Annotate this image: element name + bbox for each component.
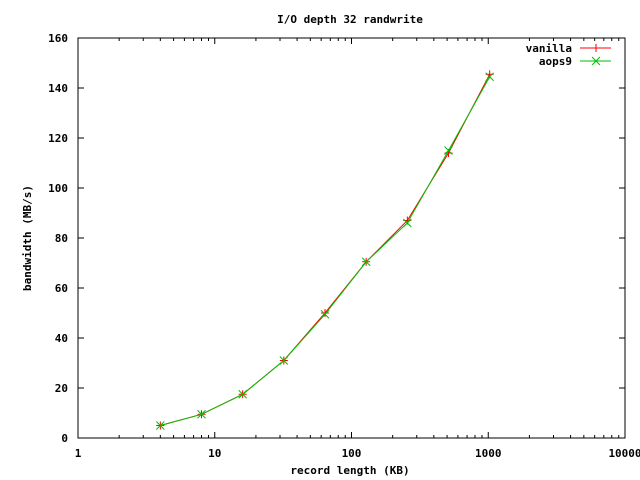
x-tick-label: 10: [208, 447, 221, 460]
legend-label: aops9: [539, 55, 572, 68]
y-axis-label: bandwidth (MB/s): [21, 185, 34, 291]
marker-stroke: [444, 146, 453, 155]
x-tick-label: 1: [75, 447, 82, 460]
x-tick-label: 10000: [608, 447, 640, 460]
series-aops9: [155, 72, 495, 430]
data-point-aops9: [444, 146, 453, 155]
y-tick-label: 160: [48, 32, 68, 45]
x-tick-label: 100: [342, 447, 362, 460]
data-point-aops9: [279, 356, 289, 365]
series-line-aops9: [160, 76, 491, 426]
data-point-vanilla: [320, 309, 329, 317]
marker-stroke: [279, 356, 289, 365]
data-point-aops9: [361, 257, 371, 267]
legend-marker: [592, 44, 600, 52]
legend-item-vanilla: vanilla: [526, 42, 611, 55]
data-point-aops9: [320, 309, 330, 319]
marker-stroke: [197, 409, 206, 419]
y-tick-label: 120: [48, 132, 68, 145]
y-tick-label: 140: [48, 82, 68, 95]
data-point-aops9: [197, 409, 206, 419]
data-point-aops9: [485, 72, 495, 82]
data-point-aops9: [402, 218, 412, 228]
y-tick-label: 20: [55, 382, 68, 395]
legend-label: vanilla: [526, 42, 572, 55]
data-point-aops9: [238, 389, 248, 399]
series-vanilla: [156, 70, 494, 430]
series-layer: [155, 70, 495, 430]
chart-title: I/O depth 32 randwrite: [277, 13, 423, 26]
x-axis-label: record length (KB): [290, 464, 409, 477]
marker-stroke: [155, 421, 165, 430]
y-tick-label: 80: [55, 232, 68, 245]
y-tick-label: 0: [61, 432, 68, 445]
legend-item-aops9: aops9: [539, 55, 611, 68]
marker-stroke: [402, 218, 412, 228]
marker-stroke: [238, 389, 248, 399]
x-tick-label: 1000: [475, 447, 502, 460]
marker-stroke: [320, 309, 330, 319]
legend-marker: [591, 56, 601, 66]
axis-ticks: 0 20 40 60 80 100 120 140 160 1 10 100 1000 10000: [48, 32, 640, 460]
y-tick-label: 100: [48, 182, 68, 195]
marker-stroke: [591, 56, 601, 66]
y-tick-label: 60: [55, 282, 68, 295]
plot-area-border: [77, 37, 626, 439]
marker-stroke: [361, 257, 371, 267]
data-point-aops9: [155, 421, 165, 430]
series-line-vanilla: [160, 74, 491, 426]
marker-stroke: [485, 72, 495, 82]
y-tick-label: 40: [55, 332, 68, 345]
